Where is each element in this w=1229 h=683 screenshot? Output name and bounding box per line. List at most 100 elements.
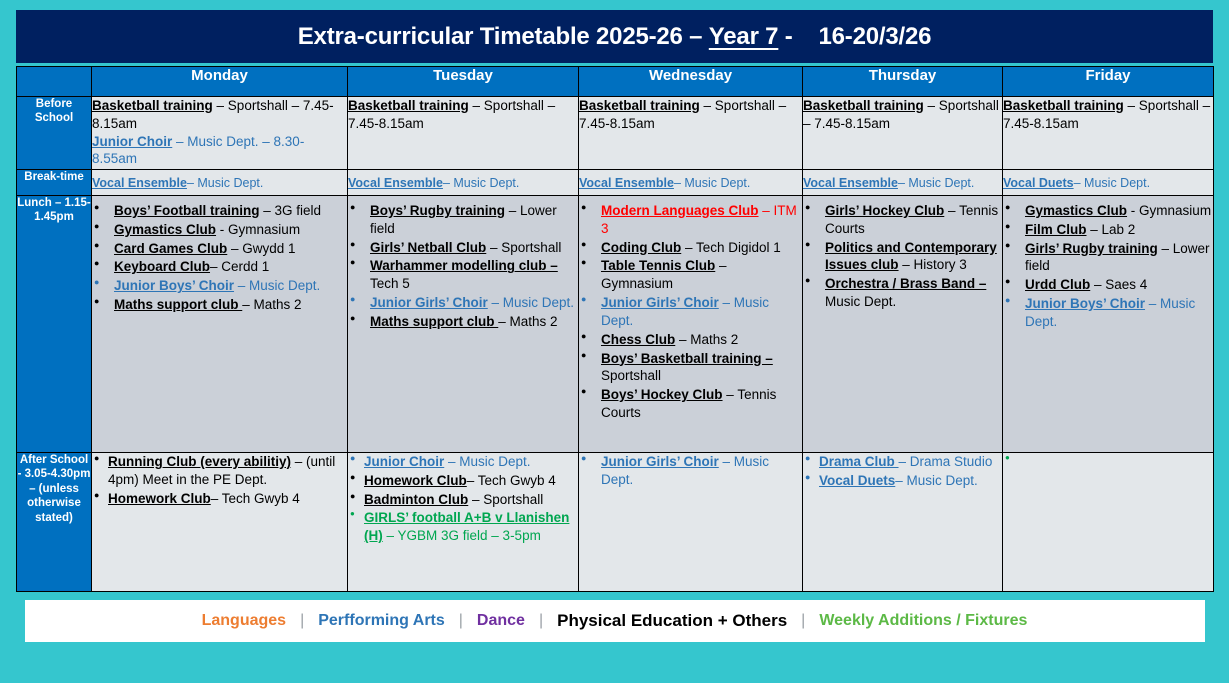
activity-detail: – Gymnasium [601,258,727,292]
activity-name: Coding Club [601,239,682,255]
activity-name: Card Games Club [114,240,228,256]
activity-detail: Sportshall [601,368,662,384]
activity-detail: – Music Dept. [1073,176,1151,190]
activity-list: Gymastics Club - GymnasiumFilm Club – La… [1003,201,1213,332]
activity-name: Vocal Ensemble [92,176,187,190]
activity-name: Boys’ Rugby training [370,203,506,218]
activity-item: Badminton Club – Sportshall [350,490,578,510]
activity-list: Girls’ Hockey Club – Tennis CourtsPoliti… [803,201,1002,312]
activity-name: Vocal Ensemble [348,176,443,190]
cell-lunch-tuesday: Boys’ Rugby training – Lower fieldGirls’… [347,195,579,453]
activity-item: Girls’ Hockey Club – Tennis Courts [805,201,1002,239]
cell-after-school-wednesday: Junior Girls’ Choir – Music Dept. [578,452,803,592]
activity-name: Gymastics Club [1025,203,1128,218]
legend-item-performing-arts: Perfforming Arts [318,612,445,629]
activity-detail: – Lower field [1025,240,1210,274]
activity-item: Girls’ Netball Club – Sportshall [350,238,578,258]
activity-detail: – Sportshall – 7.45-8.15am [1003,98,1211,131]
row-break-time: Break-time Vocal Ensemble– Music Dept. V… [16,169,1214,196]
activity-name: Modern Languages Club [601,203,759,218]
activity-name: Vocal Duets [819,472,896,488]
cell-after-school-monday: Running Club (every abilitiy) – (until 4… [91,452,348,592]
activity-item: Table Tennis Club – Gymnasium [581,256,802,294]
activity-item: Junior Girls’ Choir – Music Dept. [581,293,802,331]
activity-name: Badminton Club [364,491,469,507]
activity-name: Table Tennis Club [601,258,716,274]
activity-list: Boys’ Football training – 3G fieldGymast… [92,201,347,315]
legend-item-dance: Dance [476,612,525,629]
cell-before-school-wednesday: Basketball training – Sportshall – 7.45-… [578,96,803,170]
activity-name: Film Club [1025,221,1087,237]
activity-detail: Tech 5 [370,276,410,292]
activity-detail: – Music Dept. [897,176,975,190]
day-header-thursday: Thursday [802,66,1003,97]
activity-name: Boys’ Football training [114,203,260,218]
activity-entry: Basketball training – Sportshall – 7.45-… [92,97,347,133]
activity-entry: Basketball training – Sportshall – 7.45-… [348,97,578,133]
activity-detail: – Maths 2 [675,331,739,347]
activity-item: Boys’ Rugby training – Lower field [350,201,578,239]
activity-name: Basketball training [1003,98,1124,113]
activity-item: Drama Club – Drama Studio [805,452,1002,472]
activity-name: Vocal Ensemble [803,176,898,190]
legend-separator-3: | [538,612,544,629]
legend-separator-1: | [300,612,305,629]
activity-name: Vocal Duets [1003,176,1074,190]
day-header-monday: Monday [91,66,348,97]
activity-item: Orchestra / Brass Band – Music Dept. [805,274,1002,312]
activity-item: Film Club – Lab 2 [1005,220,1213,240]
activity-name: Junior Choir [92,133,173,149]
activity-detail: – Music Dept. [895,472,978,488]
activity-entry: Vocal Ensemble– Music Dept. [803,175,1002,192]
cell-after-school-tuesday: Junior Choir – Music Dept.Homework Club–… [347,452,579,592]
activity-detail: - Gymnasium [216,221,301,237]
activity-name: Homework Club [108,490,211,506]
activity-detail: – Music Dept. [186,176,264,190]
activity-item: Modern Languages Club – ITM 3 [581,201,802,239]
activity-name: Boys’ Hockey Club [601,387,723,403]
activity-detail: – Music Dept. [234,278,321,294]
activity-entry: Basketball training – Sportshall – 7.45-… [579,97,802,133]
activity-list: Drama Club – Drama StudioVocal Duets– Mu… [803,452,1002,491]
activity-item: Coding Club – Tech Digidol 1 [581,238,802,258]
activity-item: Junior Girls’ Choir – Music Dept. [581,452,802,490]
activity-item: Homework Club– Tech Gwyb 4 [350,471,578,491]
cell-lunch-friday: Gymastics Club - GymnasiumFilm Club – La… [1002,195,1214,453]
activity-detail: – Music Dept. [487,295,575,311]
activity-detail: – Sportshall [486,239,562,255]
activity-detail: – Tennis Courts [825,203,999,236]
activity-detail: – Tech Gwyb 4 [466,472,556,488]
activity-name: Politics and Contemporary Issues club [825,239,997,273]
cell-before-school-thursday: Basketball training – Sportshall – 7.45-… [802,96,1003,170]
activity-detail: – Tennis Courts [601,387,777,420]
activity-detail: – Maths 2 [498,313,558,329]
activity-item: Maths support club – Maths 2 [94,295,347,315]
legend-item-languages: Languages [201,612,287,629]
activity-detail: – 3G field [259,203,322,218]
activity-item: Politics and Contemporary Issues club – … [805,238,1002,276]
rowhead-break-time: Break-time [16,169,92,196]
activity-item: Card Games Club – Gwydd 1 [94,239,347,259]
legend-separator-4: | [801,612,806,629]
activity-item [1005,452,1213,464]
activity-detail: – Maths 2 [242,297,302,313]
activity-item: Vocal Duets– Music Dept. [805,471,1002,491]
activity-name: Boys’ Basketball training – [601,350,773,366]
day-header-tuesday: Tuesday [347,66,579,97]
activity-item: Junior Girls’ Choir – Music Dept. [350,293,578,313]
rowhead-after-school: After School - 3.05-4.30pm – (unless oth… [16,452,92,592]
activity-item: Running Club (every abilitiy) – (until 4… [94,452,347,490]
activity-detail: – Sportshall [468,491,544,507]
activity-name: Keyboard Club [114,259,211,275]
activity-list: Junior Girls’ Choir – Music Dept. [579,452,802,490]
cell-after-school-thursday: Drama Club – Drama StudioVocal Duets– Mu… [802,452,1003,592]
activity-item: Junior Choir – Music Dept. [350,452,578,472]
activity-detail: – Music Dept. [673,176,751,190]
activity-name: Drama Club [819,454,899,469]
activity-detail: – Saes 4 [1090,277,1148,293]
table-corner [16,66,92,97]
activity-detail: – Music Dept. [1025,296,1196,329]
activity-entry: Junior Choir – Music Dept. – 8.30-8.55am [92,133,347,169]
cell-before-school-monday: Basketball training – Sportshall – 7.45-… [91,96,348,170]
activity-detail: – Music Dept. [444,454,531,469]
